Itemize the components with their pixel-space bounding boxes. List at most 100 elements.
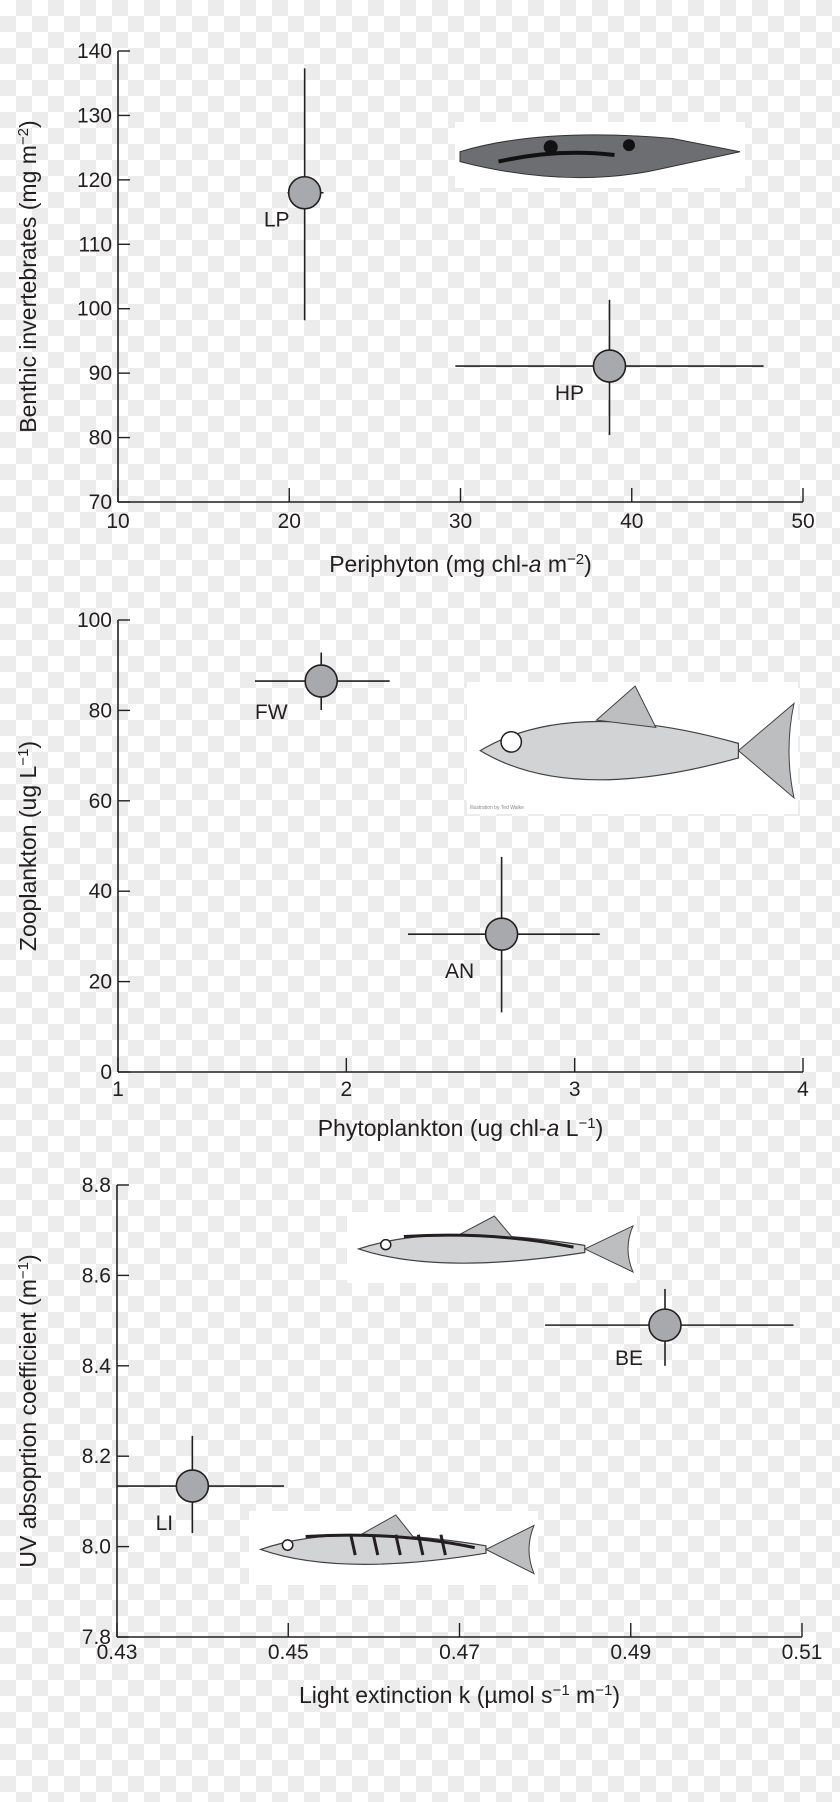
label-part: ) xyxy=(15,120,41,128)
point-label: AN xyxy=(445,960,474,983)
y-tick-label: 80 xyxy=(89,699,112,722)
label-part: ) xyxy=(596,1115,604,1141)
x-tick-label: 0.51 xyxy=(782,1641,823,1664)
fish-back-shading xyxy=(403,1233,574,1249)
label-part: Benthic invertebrates (mg m xyxy=(15,145,41,433)
data-point-AN: AN xyxy=(407,856,600,1013)
label-part: −1 xyxy=(553,1682,570,1699)
y-tick-label: 70 xyxy=(89,491,112,514)
label-part: ) xyxy=(612,1682,620,1708)
label-part: −2 xyxy=(567,551,584,568)
point-label: HP xyxy=(555,382,584,405)
x-tick-label: 20 xyxy=(278,510,301,533)
y-tick-label: 8.2 xyxy=(82,1445,111,1468)
chart-panel-2: Illustration by Ted Walke 0 20 40 60 80 100 1 2 3… xyxy=(15,609,810,1141)
label-part: Light extinction k (µmol s xyxy=(299,1682,553,1708)
data-point-FW: FW xyxy=(255,652,390,724)
label-part: −2 xyxy=(15,128,32,145)
data-marker xyxy=(287,175,322,210)
point-label: FW xyxy=(255,701,288,724)
data-point-LI: LI xyxy=(117,1435,284,1535)
y-tick-label: 130 xyxy=(77,104,112,127)
y-tick-label: 100 xyxy=(77,609,112,632)
y-tick-label: 100 xyxy=(77,298,112,321)
fish-eye xyxy=(281,1539,294,1551)
data-marker xyxy=(304,664,339,698)
label-part: −1 xyxy=(15,1262,32,1279)
point-label: LI xyxy=(156,1512,174,1535)
fish-spot xyxy=(623,139,635,152)
label-part: L xyxy=(559,1115,578,1141)
label-part: −1 xyxy=(15,749,32,766)
illustration-credit: Illustration by Ted Walke xyxy=(470,805,524,811)
data-marker xyxy=(592,349,627,383)
label-part: ) xyxy=(15,1254,41,1262)
y-axis-label: UV absoprtion coefficient (m−1) xyxy=(15,1254,42,1567)
data-point-LP: LP xyxy=(264,68,324,321)
data-marker xyxy=(484,917,519,951)
x-tick-label: 0.47 xyxy=(439,1641,480,1664)
chart-panel-1: 70 80 90 100 110 120 130 140 10 20 30 40 50 Periphyto… xyxy=(15,40,815,577)
x-tick-label: 1 xyxy=(112,1078,124,1101)
fish-dorsal-fin xyxy=(595,685,657,729)
x-axis-label: Phytoplankton (ug chl-a L−1) xyxy=(318,1115,604,1142)
alewife-fish-drawing: Illustration by Ted Walke xyxy=(467,682,798,814)
y-tick-label: 80 xyxy=(89,427,112,450)
y-tick-label: 8.8 xyxy=(82,1174,111,1197)
fish-stripe xyxy=(498,150,615,164)
fish-bar xyxy=(371,1534,380,1556)
label-part: ) xyxy=(584,551,592,577)
stickleback-fish-drawing xyxy=(347,1212,637,1283)
y-axis-label: Benthic invertebrates (mg m−2) xyxy=(15,120,42,432)
y-tick-label: 90 xyxy=(89,362,112,385)
chart-panel-3: 7.8 8.0 8.2 8.4 8.6 8.8 0.43 0.45 0.47 0.49 0.51 Li… xyxy=(15,1174,823,1708)
fish-body xyxy=(459,134,741,179)
x-tick-label: 40 xyxy=(620,510,643,533)
x-tick-label: 30 xyxy=(449,510,472,533)
fish-bar xyxy=(416,1534,425,1556)
label-part: Periphyton (mg chl- xyxy=(329,551,528,577)
x-axis-label: Light extinction k (µmol s−1 m−1) xyxy=(299,1682,620,1709)
fish-tail xyxy=(583,1224,634,1274)
y-tick-label: 120 xyxy=(77,169,112,192)
y-axis-label: Zooplankton (ug L−1) xyxy=(15,741,42,951)
fish-bar xyxy=(394,1534,402,1556)
y-tick-label: 0 xyxy=(100,1061,112,1084)
label-part: UV absoprtion coefficient (m xyxy=(15,1279,41,1568)
fish-back-shading xyxy=(305,1533,476,1550)
label-part: a xyxy=(547,1115,560,1141)
label-part: −1 xyxy=(579,1115,596,1132)
y-tick-label: 40 xyxy=(89,880,112,903)
x-tick-label: 4 xyxy=(797,1078,809,1101)
fish-tail xyxy=(484,1524,535,1575)
x-tick-label: 0.49 xyxy=(610,1641,651,1664)
fish-bar xyxy=(349,1534,357,1556)
y-tick-label: 140 xyxy=(77,40,112,63)
x-tick-label: 50 xyxy=(791,510,814,533)
data-point-BE: BE xyxy=(545,1288,794,1370)
y-tick-label: 8.0 xyxy=(82,1536,111,1559)
point-label: LP xyxy=(264,209,290,232)
y-tick-label: 8.4 xyxy=(82,1355,112,1378)
x-tick-label: 2 xyxy=(340,1078,352,1101)
label-part: m xyxy=(541,551,567,577)
fish-bar xyxy=(439,1534,447,1556)
label-part: m xyxy=(570,1682,596,1708)
x-tick-label: 0.43 xyxy=(97,1641,138,1664)
data-marker xyxy=(175,1469,210,1503)
data-point-HP: HP xyxy=(455,299,764,435)
x-axis-label: Periphyton (mg chl-a m−2) xyxy=(329,551,592,578)
stickleback-fish-drawing-barred xyxy=(249,1511,538,1585)
label-part: −1 xyxy=(595,1682,612,1699)
fish-eye xyxy=(500,731,523,753)
x-tick-label: 3 xyxy=(569,1078,581,1101)
label-part: ) xyxy=(15,741,41,749)
y-tick-label: 7.8 xyxy=(82,1626,111,1649)
y-tick-label: 110 xyxy=(79,233,112,256)
fish-spot xyxy=(543,140,558,155)
label-part: a xyxy=(529,551,542,577)
fish-eye xyxy=(379,1238,392,1251)
guppy-fish-photo xyxy=(455,122,745,188)
y-tick-label: 8.6 xyxy=(82,1264,111,1287)
